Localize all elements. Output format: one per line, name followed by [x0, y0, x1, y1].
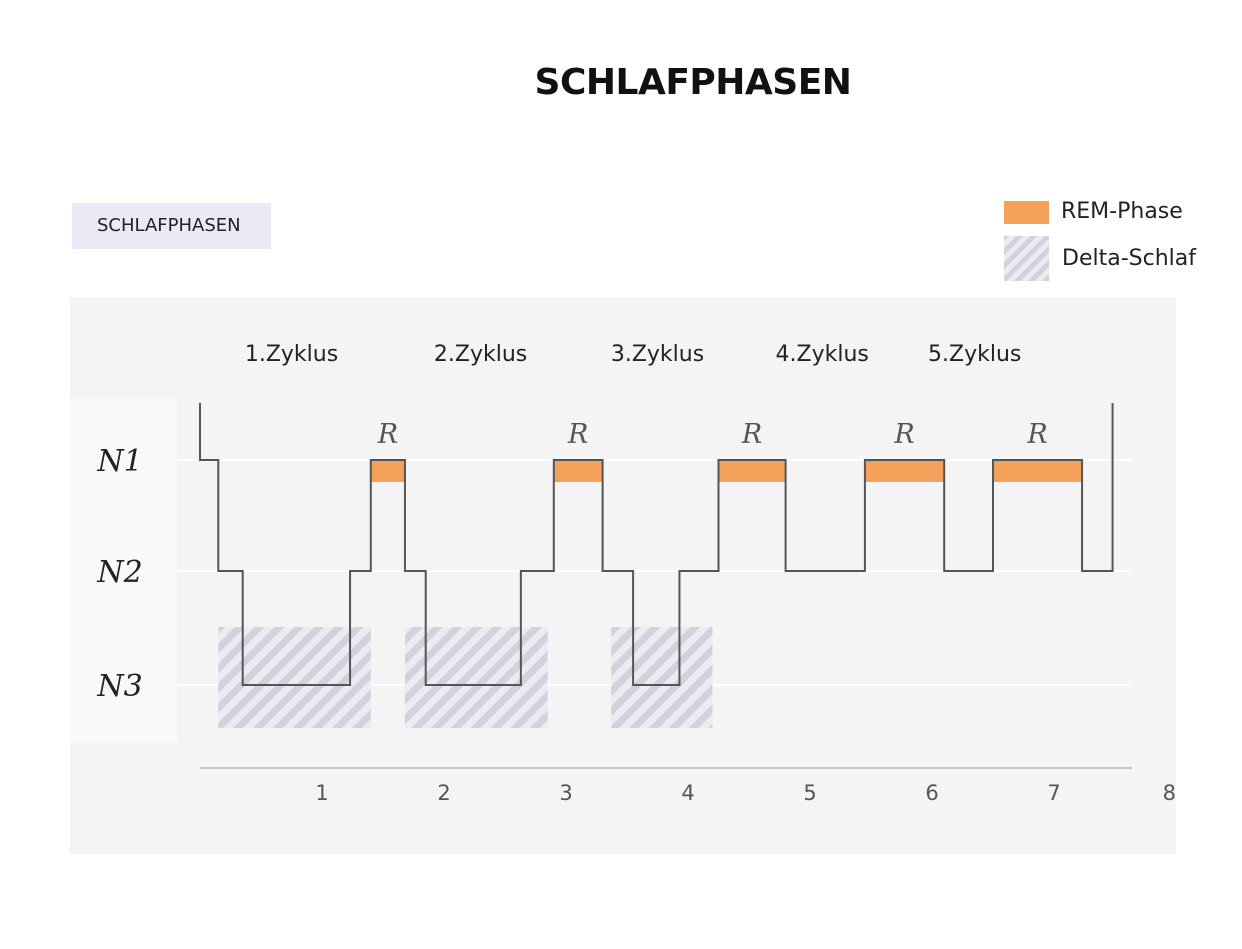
delta-region-3	[611, 627, 713, 728]
stage-label-n1: N1	[96, 444, 142, 479]
stage-label-column	[70, 399, 177, 743]
chart-panel: R R R R R N1 N2 N3 1.Zyklus 2.Zyklus 3.Zyklus 4.Zyk…	[70, 297, 1176, 854]
rem-marker-label-3: R	[741, 419, 762, 450]
delta-region-2	[404, 627, 548, 728]
sleep-hypnogram-chart: R R R R R N1 N2 N3 1.Zyklus 2.Zyklus 3.Zyklus 4.Zyk…	[70, 342, 1176, 805]
cycle-label-1: 1.Zyklus	[245, 342, 338, 367]
x-tick-label-7: 7	[1047, 781, 1060, 805]
x-tick-label-8h: 8h	[1163, 781, 1176, 805]
page-title: SCHLAFPHASEN	[534, 62, 852, 103]
x-tick-label-6: 6	[925, 781, 938, 805]
rem-bar-2	[553, 460, 603, 482]
stage-label-n2: N2	[96, 555, 142, 590]
stage-label-n3: N3	[96, 669, 142, 704]
legend-delta-swatch	[1004, 236, 1049, 281]
legend-delta-label: Delta-Schlaf	[1062, 246, 1196, 271]
cycle-label-4: 4.Zyklus	[776, 342, 869, 367]
rem-marker-label-2: R	[567, 419, 588, 450]
delta-region-1	[218, 627, 371, 728]
x-tick-label-5: 5	[803, 781, 816, 805]
legend-rem-swatch	[1004, 201, 1049, 224]
rem-marker-label-4: R	[893, 419, 914, 450]
rem-bar-5	[993, 460, 1083, 482]
rem-marker-label-1: R	[377, 419, 398, 450]
rem-bar-4	[864, 460, 945, 482]
x-tick-label-4: 4	[681, 781, 694, 805]
x-tick-label-2: 2	[437, 781, 450, 805]
cycle-label-2: 2.Zyklus	[434, 342, 527, 367]
x-tick-label-3: 3	[559, 781, 572, 805]
hypnogram-line	[199, 403, 1114, 686]
rem-bar-1	[370, 460, 405, 482]
rem-marker-label-5: R	[1026, 419, 1047, 450]
section-tag: SCHLAFPHASEN	[72, 203, 271, 249]
legend-rem-label: REM-Phase	[1061, 199, 1183, 224]
cycle-label-5: 5.Zyklus	[928, 342, 1021, 367]
x-tick-label-1: 1	[315, 781, 328, 805]
rem-bar-3	[718, 460, 786, 482]
cycle-label-3: 3.Zyklus	[611, 342, 704, 367]
